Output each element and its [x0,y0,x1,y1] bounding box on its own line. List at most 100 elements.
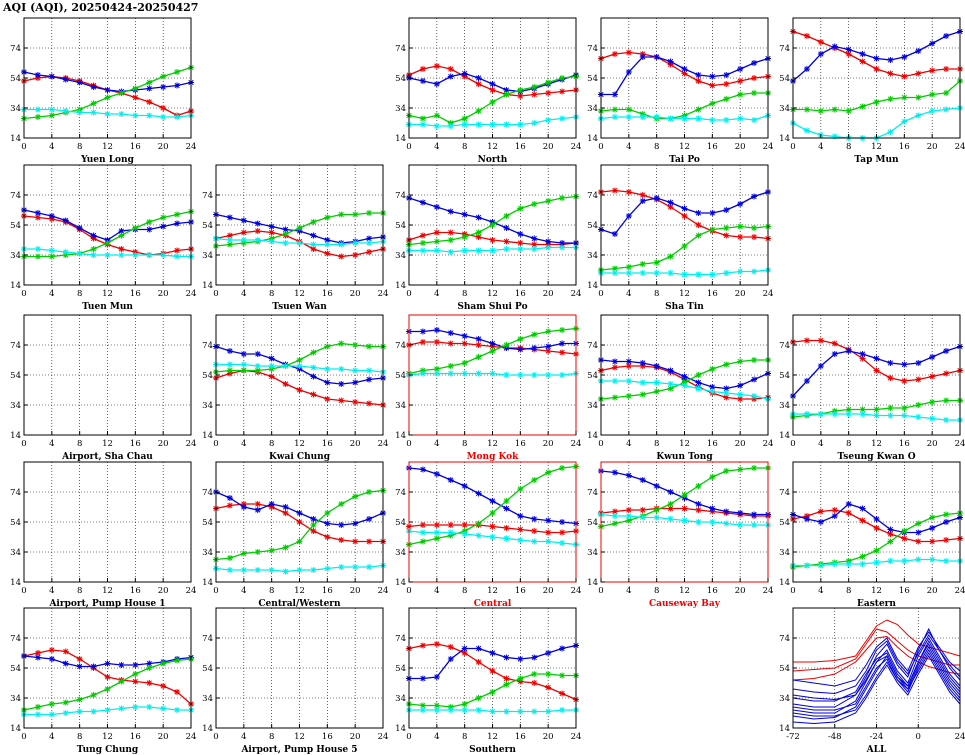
data-point [723,225,730,231]
data-point [545,671,552,677]
data-point [545,238,552,245]
data-point [366,538,373,545]
data-point [433,522,440,528]
data-point [929,556,936,563]
x-tick-label: 12 [487,732,498,742]
y-tick-label: 14 [587,578,598,588]
data-point [366,367,373,374]
y-tick-label: 14 [395,431,406,441]
y-tick-label: 74 [395,488,406,498]
x-tick-label: 4 [434,586,439,596]
data-point [447,644,454,650]
series-line-green [23,658,192,711]
data-point [433,707,440,713]
data-point [419,199,426,206]
data-point [611,51,618,57]
data-point [709,73,716,80]
data-point [559,707,566,713]
data-point [447,529,454,536]
y-tick-label: 74 [395,341,406,351]
data-point [366,249,373,255]
data-point [324,366,331,372]
data-point [34,214,41,221]
data-point [310,373,317,380]
data-point [338,537,345,543]
data-point [104,674,111,680]
data-point [132,85,139,92]
data-point [845,51,852,57]
y-tick-label: 54 [202,518,213,528]
series-line-red [793,619,961,663]
panel-1: 0 4 8 12 16 20 24 14 34 54 74 North [395,17,581,165]
panel-18: 0 4 8 12 16 20 24 14 34 54 74 Tung Chung [10,607,196,755]
data-point [433,123,440,129]
data-point [611,114,618,120]
data-point [667,385,674,392]
y-tick-label: 74 [779,488,790,498]
data-point [419,232,426,239]
panel-9: 0 4 8 12 16 20 24 14 34 54 74 Kwai Chung [202,314,388,462]
y-tick-label: 14 [202,281,213,291]
station-label: Central [474,599,512,609]
series-line-blue [792,655,961,725]
data-point [118,232,125,239]
data-point [419,702,426,709]
data-point [531,680,538,686]
data-point [338,340,345,347]
data-point [433,702,440,709]
data-point [240,361,247,368]
data-point [90,708,97,715]
data-point [667,253,674,260]
data-point [653,514,660,521]
data-point [667,501,674,507]
data-point [90,692,97,698]
data-point [503,675,510,682]
data-point [517,372,524,378]
data-point [489,689,496,695]
data-point [681,70,688,77]
data-point [268,501,275,507]
data-point [174,247,181,254]
data-point [709,384,716,390]
y-tick-label: 74 [202,341,213,351]
x-tick-label: 24 [763,586,774,596]
station-label: Airport, Pump House 5 [240,745,357,755]
panel-17: 0 4 8 12 16 20 24 14 34 54 74 Eastern [779,461,965,609]
data-point [803,516,810,522]
data-point [639,270,646,276]
data-point [118,228,125,234]
data-point [929,91,936,98]
series-line-blue [792,637,961,714]
data-point [503,246,510,252]
data-point [174,220,181,227]
data-point [48,656,55,662]
data-point [240,237,247,243]
data-point [625,270,632,276]
data-point [174,114,181,120]
data-point [751,75,758,81]
data-point [901,535,908,542]
data-point [681,492,688,498]
data-point [62,217,69,224]
data-point [531,91,538,98]
data-point [667,204,674,210]
data-point [859,103,866,110]
data-point [859,58,866,65]
data-point [667,516,674,522]
data-point [268,223,275,230]
data-point [475,121,482,128]
panel-11: 0 4 8 12 16 20 24 14 34 54 74 Kwun Tong [587,314,773,462]
data-point [461,70,468,77]
y-tick-label: 34 [395,104,406,114]
station-label: Central/Western [258,599,341,609]
y-tick-label: 14 [395,134,406,144]
x-tick-label: 12 [294,586,305,596]
data-point [845,411,852,417]
x-tick-label: 16 [130,586,141,596]
data-point [737,78,744,84]
x-tick-label: 20 [927,586,938,596]
data-point [831,106,838,113]
data-point [268,229,275,236]
data-point [254,549,261,555]
data-point [419,538,426,545]
